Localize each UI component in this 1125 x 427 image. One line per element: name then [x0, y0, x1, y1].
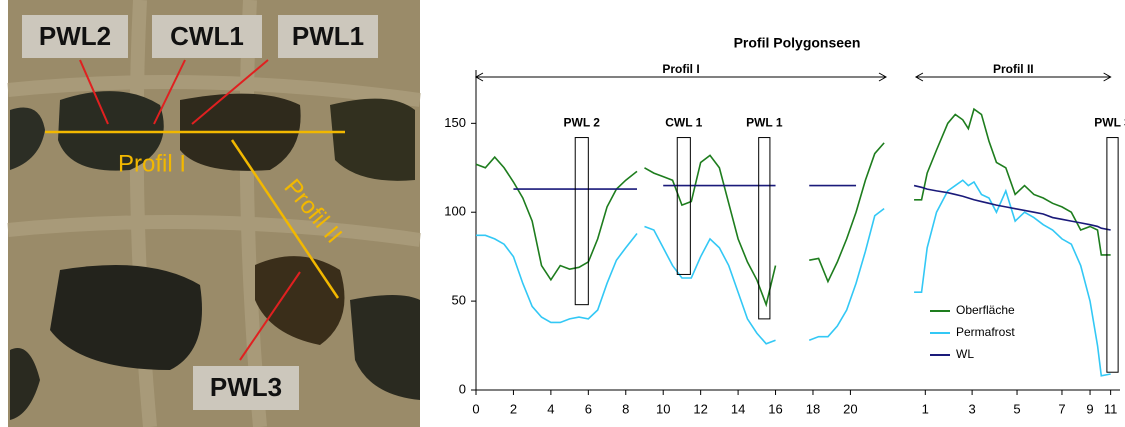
well-marker [758, 137, 771, 320]
pond [50, 265, 202, 370]
label-box [278, 15, 378, 58]
series-line [476, 179, 1111, 377]
y-tick-label: 100 [444, 204, 466, 219]
x-tick-label: 14 [731, 401, 745, 416]
section-arrow [914, 72, 1112, 82]
y-tick-label: 150 [444, 115, 466, 130]
label-box [193, 366, 299, 410]
legend-label: Oberfläche [956, 303, 1015, 317]
x-tick-label: 8 [622, 401, 629, 416]
well-label: PWL 1 [746, 116, 783, 130]
well-label: PWL 3 [1094, 116, 1125, 130]
photo-label: PWL2 [39, 21, 111, 51]
x-tick-label: 2 [510, 401, 517, 416]
label-box [152, 15, 262, 58]
profile-label: Profil I [118, 150, 186, 177]
x-tick-label: 7 [1058, 401, 1065, 416]
photo-label: PWL1 [292, 21, 364, 51]
legend-label: Permafrost [956, 325, 1015, 339]
x-tick-label: 11 [1104, 401, 1118, 416]
x-tick-label: 5 [1013, 401, 1020, 416]
x-tick-label: 4 [547, 401, 554, 416]
series-line [513, 184, 1111, 231]
well-marker [676, 137, 691, 275]
pond [330, 98, 415, 181]
pond [10, 348, 40, 420]
series-line [475, 107, 1111, 308]
pond [255, 256, 345, 345]
profile-line [230, 139, 340, 299]
x-tick-label: 0 [472, 401, 479, 416]
photo-ridges [7, 0, 421, 427]
section-arrow [474, 72, 887, 82]
x-tick-label: 1 [922, 401, 929, 416]
well-marker [1106, 137, 1119, 373]
pond [350, 295, 420, 400]
x-tick-label: 3 [968, 401, 975, 416]
x-tick-label: 10 [656, 401, 670, 416]
section-label: Profil II [993, 62, 1034, 76]
aerial-photo: PWL2 CWL1 PWL1 PWL3 Profil I Profil II [7, 0, 421, 427]
x-tick-label: 6 [585, 401, 592, 416]
section-label: Profil I [662, 62, 699, 76]
pond [10, 107, 45, 170]
y-tick-label: 0 [459, 381, 466, 396]
x-tick-label: 18 [806, 401, 820, 416]
well-label: CWL 1 [665, 116, 702, 130]
y-tick-label: 50 [452, 293, 466, 308]
well-marker [574, 137, 589, 306]
x-tick-label: 20 [843, 401, 857, 416]
x-tick-label: 16 [768, 401, 782, 416]
legend-label: WL [956, 347, 974, 361]
chart-title: Profil Polygonseen [734, 35, 861, 51]
x-tick-label: 12 [693, 401, 707, 416]
x-tick-label: 9 [1086, 401, 1093, 416]
photo-ground [8, 0, 420, 427]
well-label: PWL 2 [564, 116, 601, 130]
photo-label: PWL3 [210, 372, 282, 402]
label-box [22, 15, 128, 58]
photo-label: CWL1 [170, 21, 244, 51]
photo-arrows [79, 59, 301, 361]
